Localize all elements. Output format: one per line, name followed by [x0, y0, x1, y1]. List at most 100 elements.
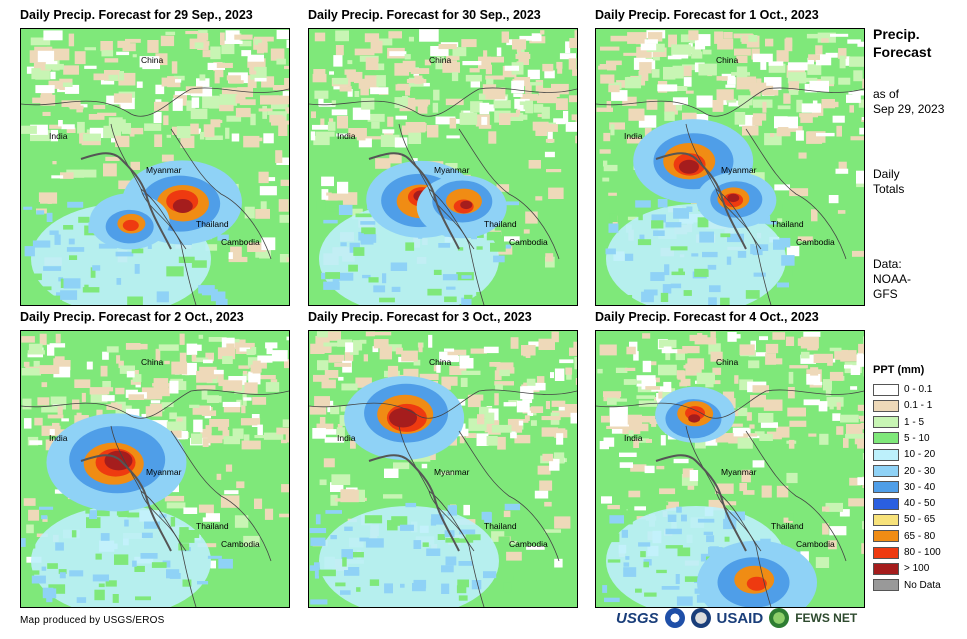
ocean-patch — [775, 203, 783, 211]
place-label-thailand: Thailand — [484, 219, 517, 229]
dry-patch — [221, 337, 235, 348]
dry-patch — [801, 351, 810, 359]
dry-patch — [130, 130, 135, 137]
dry-patch — [858, 99, 864, 108]
dry-patch — [171, 361, 188, 375]
dry-patch — [196, 78, 210, 87]
ocean-patch — [84, 284, 89, 293]
ocean-patch — [503, 582, 512, 593]
ocean-patch — [625, 556, 630, 560]
dry-patch — [526, 378, 536, 386]
dry-patch — [84, 65, 97, 69]
dry-patch — [760, 422, 778, 428]
dry-patch — [808, 433, 817, 437]
place-label-cambodia: Cambodia — [221, 237, 260, 247]
dry-patch — [76, 109, 83, 113]
ocean-patch — [708, 297, 717, 305]
dry-patch — [367, 113, 385, 122]
ocean-patch — [766, 221, 778, 225]
dry-patch — [276, 58, 286, 65]
dry-patch — [228, 256, 248, 263]
dry-patch — [845, 56, 851, 66]
dry-patch — [74, 379, 91, 388]
dry-patch — [88, 114, 105, 120]
dry-patch — [803, 331, 821, 337]
place-label-china: China — [429, 55, 451, 65]
dry-patch — [57, 406, 63, 415]
ocean-patch — [314, 562, 320, 570]
ocean-patch — [332, 278, 339, 285]
dry-patch — [425, 452, 436, 460]
dry-patch — [818, 401, 828, 412]
dry-patch — [321, 176, 334, 187]
legend-label: 50 - 65 — [904, 514, 936, 526]
dry-patch — [216, 473, 222, 480]
dry-patch — [510, 337, 519, 349]
dry-patch — [573, 42, 577, 47]
dry-patch — [559, 53, 576, 60]
ocean-patch — [405, 242, 415, 251]
dry-patch — [863, 369, 864, 377]
dry-patch — [603, 164, 618, 172]
legend-swatch — [873, 530, 899, 543]
dry-patch — [503, 402, 517, 407]
ocean-patch — [41, 566, 47, 571]
dry-patch — [334, 362, 352, 367]
dry-patch — [29, 440, 43, 445]
dry-patch — [279, 254, 289, 263]
dry-patch — [263, 432, 284, 440]
ocean-patch — [24, 273, 42, 281]
dry-patch — [202, 95, 220, 109]
dry-patch — [337, 181, 349, 194]
dry-patch — [783, 517, 793, 523]
dry-patch — [74, 51, 86, 65]
dry-patch — [609, 415, 629, 427]
dry-patch — [556, 433, 564, 445]
dry-patch — [538, 338, 555, 350]
dry-patch — [328, 354, 345, 363]
dry-patch — [345, 342, 354, 353]
ocean-patch — [215, 298, 228, 305]
dry-patch — [128, 127, 144, 135]
dry-patch — [638, 75, 643, 79]
dry-patch — [485, 64, 492, 75]
dry-patch — [128, 394, 144, 400]
dry-patch — [363, 136, 382, 140]
dry-patch — [627, 216, 638, 221]
ocean-patch — [98, 243, 117, 249]
dry-patch — [511, 80, 525, 94]
dry-patch — [360, 84, 369, 96]
legend-swatch — [873, 416, 899, 429]
dry-patch — [393, 462, 410, 470]
dry-patch — [155, 389, 170, 397]
legend-item: 10 - 20 — [873, 448, 935, 461]
dry-patch — [694, 337, 714, 345]
ocean-patch — [691, 253, 699, 257]
dry-patch — [24, 418, 32, 429]
dry-patch — [788, 81, 799, 92]
dry-patch — [116, 355, 121, 364]
ocean-patch — [198, 285, 215, 294]
dry-patch — [331, 474, 351, 485]
dry-patch — [542, 453, 554, 462]
dry-patch — [671, 44, 691, 57]
ocean-patch — [727, 233, 744, 243]
storm-cell — [727, 193, 740, 203]
dry-patch — [481, 116, 488, 128]
ocean-patch — [456, 585, 467, 594]
dry-patch — [202, 438, 209, 447]
dry-patch — [518, 105, 524, 110]
dry-patch — [682, 346, 700, 354]
ocean-patch — [355, 213, 372, 218]
ocean-patch — [609, 515, 624, 524]
dry-patch — [716, 89, 734, 101]
legend-item: 30 - 40 — [873, 481, 935, 494]
ocean-patch — [445, 556, 457, 566]
dry-patch — [638, 423, 649, 432]
dry-patch — [569, 38, 577, 48]
dry-patch — [644, 39, 658, 45]
dry-patch — [89, 387, 110, 395]
dry-patch — [846, 424, 863, 434]
dry-patch — [260, 95, 279, 105]
dry-patch — [816, 132, 835, 137]
